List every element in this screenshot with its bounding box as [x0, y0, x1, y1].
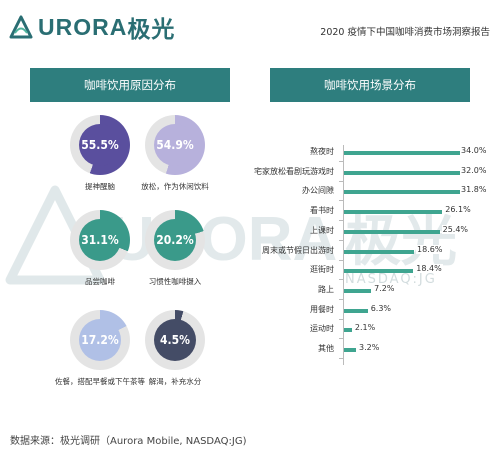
bar-axis: [343, 145, 344, 365]
axis-tick: [339, 338, 343, 340]
scene-category-label: 熬夜时: [310, 147, 334, 156]
scene-category-label: 宅家放松看剧玩游戏时: [254, 166, 334, 176]
axis-tick: [339, 200, 343, 202]
reason-donut-center: 55.5%: [79, 124, 121, 166]
axis-tick: [339, 180, 343, 182]
scene-value-label: 31.8%: [460, 185, 488, 195]
scene-bar: [344, 170, 465, 175]
scene-value-label: 18.4%: [415, 264, 443, 274]
brand-name: URORA: [38, 13, 128, 40]
reason-donut-center: 54.9%: [154, 124, 196, 166]
report-title: 2020 疫情下中国咖啡消费市场洞察报告: [320, 27, 490, 38]
scene-value-label: 25.4%: [441, 224, 470, 234]
scene-category-label: 用餐时: [310, 304, 334, 314]
scene-category-label: 周末或节假日出游时: [262, 245, 334, 255]
reason-category-label: 习惯性咖啡摄入: [148, 277, 202, 286]
reason-donut: 20.2%: [145, 210, 205, 270]
reason-donut: 31.1%: [70, 210, 130, 270]
reason-value-label: 55.5%: [81, 138, 119, 152]
scene-category-label: 办公间隙: [302, 186, 334, 196]
axis-tick: [339, 161, 343, 162]
data-source: 数据来源：极光调研（Aurora Mobile, NASDAQ:JG): [10, 436, 247, 447]
reason-category-label: 品尝咖啡: [85, 277, 115, 286]
scene-bar: [344, 269, 414, 274]
axis-tick: [339, 358, 343, 359]
axis-tick: [339, 259, 343, 261]
scene-value-label: 32.0%: [460, 165, 488, 175]
axis-tick: [339, 298, 343, 300]
left-panel-title: 咖啡饮用原因分布: [30, 68, 230, 102]
scene-bar: [344, 328, 352, 333]
axis-tick: [339, 220, 343, 222]
reason-category-label: 放松，作为休闲饮料: [141, 182, 209, 191]
scene-category-label: 看书时: [310, 206, 334, 216]
scene-bar: [344, 151, 472, 155]
scene-bar: [344, 229, 440, 234]
axis-tick: [339, 279, 343, 281]
reason-donut-center: 31.1%: [79, 219, 121, 261]
scene-bar: [344, 308, 368, 313]
scene-category-label: 其他: [318, 344, 334, 353]
aurora-logo-icon: [9, 15, 33, 39]
reason-donut-center: 17.2%: [79, 319, 121, 361]
scene-bar: [344, 249, 415, 254]
scene-value-label: 2.1%: [353, 323, 377, 333]
reason-value-label: 20.2%: [156, 233, 194, 247]
scene-value-label: 3.2%: [358, 343, 381, 352]
axis-tick: [339, 239, 343, 241]
scene-value-label: 6.3%: [369, 303, 393, 313]
reason-donut-center: 20.2%: [154, 219, 196, 261]
scene-category-label: 上课时: [310, 225, 334, 235]
scene-bar: [344, 348, 357, 352]
scene-bar: [344, 210, 443, 215]
reason-donut-center: 4.5%: [154, 319, 196, 361]
reason-category-label: 解渴，补充水分: [148, 377, 202, 386]
reason-donut: 17.2%: [70, 310, 130, 370]
scene-category-label: 运动时: [310, 324, 334, 334]
brand-name-cn: 极光: [127, 16, 176, 42]
reason-category-label: 提神醒脑: [85, 182, 115, 191]
scene-category-label: 逛街时: [310, 265, 334, 275]
reason-category-label: 佐餐，搭配早餐或下午茶等: [55, 377, 145, 386]
reason-value-label: 4.5%: [160, 333, 190, 347]
reason-value-label: 54.9%: [156, 138, 194, 152]
right-panel-title: 咖啡饮用场景分布: [270, 68, 470, 102]
scene-value-label: 7.2%: [373, 283, 396, 293]
scene-value-label: 18.6%: [416, 244, 444, 254]
scene-category-label: 路上: [318, 284, 334, 294]
reason-donut: 4.5%: [145, 310, 205, 370]
reason-donut: 55.5%: [70, 115, 130, 175]
brand-logo: URORA 极光: [8, 12, 175, 42]
reason-donut: 54.9%: [145, 115, 205, 175]
axis-tick: [339, 318, 343, 320]
scene-value-label: 26.1%: [444, 205, 472, 215]
scene-bar: [344, 288, 372, 293]
reason-value-label: 17.2%: [81, 333, 119, 347]
reason-value-label: 31.1%: [81, 233, 119, 247]
scene-value-label: 34.0%: [460, 146, 488, 155]
scene-bar: [344, 190, 464, 195]
